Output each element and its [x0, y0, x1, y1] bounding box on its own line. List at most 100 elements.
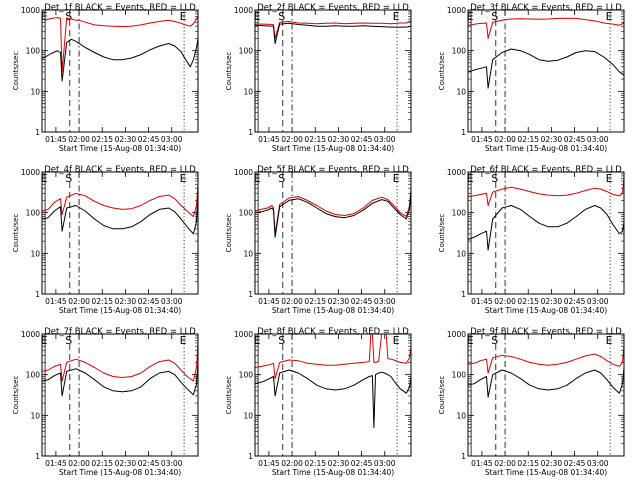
marker-label: E — [254, 172, 261, 185]
series-line-events — [467, 48, 625, 89]
y-tick-label: 1 — [461, 128, 466, 137]
plot-frame — [254, 9, 412, 133]
x-tick-label: 02:45 — [564, 459, 586, 468]
y-tick-label: 10 — [456, 411, 466, 420]
y-tick-label: 100 — [452, 371, 467, 380]
plot-frame — [41, 171, 199, 295]
x-tick-label: 02:30 — [115, 459, 137, 468]
x-tick-label: 02:45 — [351, 459, 373, 468]
y-tick-label: 100 — [239, 209, 254, 218]
marker-label: E — [393, 172, 400, 185]
plot-frame — [254, 333, 412, 457]
x-tick-label: 02:45 — [564, 135, 586, 144]
y-tick-label: 1000 — [21, 330, 40, 339]
marker-label: E — [41, 334, 48, 347]
x-tick-label: 01:45 — [471, 135, 493, 144]
y-tick-label: 10 — [243, 249, 253, 258]
y-axis-label: Counts/sec — [225, 376, 233, 415]
x-tick-label: 02:15 — [517, 459, 539, 468]
x-axis-label: Start Time (15-Aug-08 01:34:40) — [272, 144, 394, 153]
x-tick-label: 02:45 — [564, 297, 586, 306]
x-tick-label: 03:00 — [374, 459, 396, 468]
chart-title: Det_3f BLACK = Events, RED = LLD — [470, 3, 622, 13]
marker-label: S — [65, 172, 72, 185]
y-tick-label: 1000 — [447, 6, 466, 15]
y-axis-label: Counts/sec — [12, 214, 20, 253]
marker-label: E — [41, 172, 48, 185]
chart-title: Det_4f BLACK = Events, RED = LLD — [44, 165, 196, 175]
x-tick-label: 02:15 — [91, 459, 113, 468]
series-line-lld — [255, 20, 412, 39]
x-tick-label: 02:15 — [91, 135, 113, 144]
y-axis-label: Counts/sec — [225, 214, 233, 253]
x-tick-label: 02:45 — [138, 297, 160, 306]
chart-title: Det_2f BLACK = Events, RED = LLD — [257, 3, 409, 13]
series-line-lld — [467, 178, 625, 206]
chart-title: Det_9f BLACK = Events, RED = LLD — [470, 327, 622, 337]
y-tick-label: 1 — [461, 452, 466, 461]
x-tick-label: 03:00 — [587, 297, 609, 306]
plot-frame — [467, 9, 625, 133]
y-tick-label: 100 — [452, 209, 467, 218]
x-tick-label: 02:45 — [351, 297, 373, 306]
y-tick-label: 100 — [26, 371, 41, 380]
chart-panel-8: Det_8f BLACK = Events, RED = LLD 1 10 100 10… — [225, 327, 412, 477]
marker-label: S — [278, 10, 285, 23]
marker-label: S — [491, 334, 498, 347]
marker-label: E — [254, 10, 261, 23]
x-tick-label: 01:45 — [258, 135, 280, 144]
x-tick-label: 02:00 — [68, 459, 90, 468]
marker-label: S — [278, 334, 285, 347]
x-tick-label: 02:30 — [541, 135, 563, 144]
x-tick-label: 02:15 — [304, 459, 326, 468]
marker-label: S — [65, 334, 72, 347]
x-tick-label: 03:00 — [161, 135, 183, 144]
x-tick-label: 03:00 — [587, 459, 609, 468]
y-axis-label: Counts/sec — [225, 52, 233, 91]
x-axis-label: Start Time (15-Aug-08 01:34:40) — [485, 306, 607, 315]
series-line-lld — [467, 17, 625, 39]
y-tick-label: 10 — [30, 87, 40, 96]
marker-label: E — [180, 334, 187, 347]
x-tick-label: 03:00 — [161, 459, 183, 468]
chart-panel-7: Det_7f BLACK = Events, RED = LLD 1 10 100 10… — [12, 327, 199, 477]
x-tick-label: 02:00 — [281, 297, 303, 306]
chart-title: Det_8f BLACK = Events, RED = LLD — [257, 327, 409, 337]
y-axis-label: Counts/sec — [12, 52, 20, 91]
chart-title: Det_1f BLACK = Events, RED = LLD — [44, 3, 196, 13]
y-tick-label: 1000 — [21, 168, 40, 177]
series-line-events — [467, 205, 625, 251]
x-tick-label: 02:00 — [281, 135, 303, 144]
plot-frame — [467, 333, 625, 457]
chart-panel-1: Det_1f BLACK = Events, RED = LLD 1 10 100 10… — [12, 3, 199, 153]
x-tick-label: 02:15 — [304, 135, 326, 144]
series-line-lld — [254, 333, 412, 380]
x-tick-label: 02:45 — [351, 135, 373, 144]
chart-panel-3: Det_3f BLACK = Events, RED = LLD 1 10 100 10… — [438, 3, 625, 153]
y-tick-label: 10 — [243, 87, 253, 96]
y-tick-label: 10 — [456, 249, 466, 258]
chart-panel-4: Det_4f BLACK = Events, RED = LLD 1 10 100 10… — [12, 165, 199, 315]
y-tick-label: 1 — [35, 290, 40, 299]
marker-label: E — [467, 10, 474, 23]
y-tick-label: 1000 — [234, 168, 253, 177]
y-tick-label: 10 — [30, 411, 40, 420]
x-tick-label: 03:00 — [587, 135, 609, 144]
y-tick-label: 100 — [452, 47, 467, 56]
x-axis-label: Start Time (15-Aug-08 01:34:40) — [485, 468, 607, 477]
marker-label: E — [606, 10, 613, 23]
series-line-events — [467, 367, 625, 398]
plot-frame — [467, 171, 625, 295]
x-tick-label: 02:30 — [328, 297, 350, 306]
x-axis-label: Start Time (15-Aug-08 01:34:40) — [59, 468, 181, 477]
x-tick-label: 02:00 — [68, 297, 90, 306]
x-axis-label: Start Time (15-Aug-08 01:34:40) — [272, 468, 394, 477]
y-tick-label: 10 — [243, 411, 253, 420]
series-line-lld — [467, 346, 625, 374]
marker-label: E — [393, 334, 400, 347]
x-axis-label: Start Time (15-Aug-08 01:34:40) — [59, 144, 181, 153]
series-line-lld — [41, 184, 199, 218]
x-tick-label: 03:00 — [161, 297, 183, 306]
series-line-events — [41, 362, 199, 397]
